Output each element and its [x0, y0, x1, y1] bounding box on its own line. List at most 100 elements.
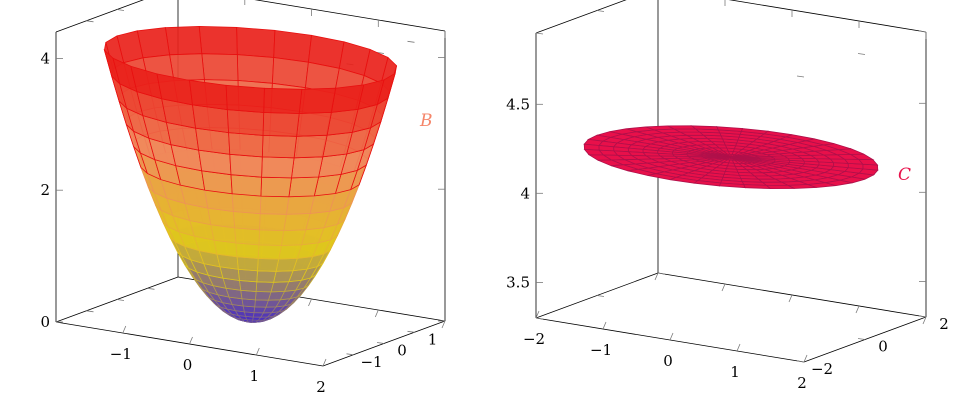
surface-cell — [262, 112, 300, 137]
y-tick-mark — [918, 30, 927, 33]
y-tick-mark — [407, 40, 415, 43]
surface-cell — [291, 156, 324, 179]
surface-cell — [230, 174, 263, 197]
surface-cell — [258, 229, 285, 246]
x-tick-mark — [803, 354, 808, 363]
surface-cell — [226, 109, 265, 136]
y-tick-label: −2 — [811, 360, 833, 378]
surface-cell — [234, 227, 260, 246]
surface-cell — [278, 244, 303, 260]
y-tick-mark — [116, 299, 125, 301]
x-tick-mark — [322, 358, 327, 367]
x-tick-mark — [308, 298, 312, 307]
z-tick-label: 4.5 — [506, 95, 530, 113]
surface-cell — [169, 53, 205, 82]
x-tick-label: 0 — [183, 356, 193, 374]
z-tick-label: 3.5 — [506, 273, 530, 291]
y-tick-mark — [857, 53, 866, 55]
z-tick-label: 2 — [40, 181, 50, 199]
y-tick-label: −1 — [360, 353, 382, 371]
surface-cell — [259, 195, 290, 215]
surface-cell — [225, 84, 265, 113]
x-tick-label: 2 — [316, 378, 326, 396]
surface-cell — [273, 29, 312, 63]
x-tick-mark — [669, 332, 674, 341]
x-tick-mark — [654, 272, 659, 281]
axis-box-edge — [535, 0, 627, 34]
y-tick-label: 1 — [428, 330, 438, 348]
surface-cell — [232, 211, 261, 231]
y-tick-mark — [86, 20, 94, 23]
surface-cell — [231, 193, 262, 215]
surface-cell — [298, 87, 337, 114]
x-tick-label: 1 — [250, 367, 260, 385]
surface-label-b: B — [419, 111, 433, 131]
x-tick-mark — [374, 309, 379, 318]
x-tick-mark — [736, 343, 741, 352]
x-tick-mark — [855, 305, 860, 314]
x-tick-mark — [922, 316, 927, 325]
y-tick-mark — [147, 287, 155, 290]
y-tick-mark — [796, 75, 805, 78]
surface-cell — [236, 256, 259, 272]
surface-cell — [254, 299, 269, 308]
surface-cell — [256, 270, 277, 283]
y-tick-mark — [535, 317, 544, 320]
surface-cell — [257, 244, 282, 260]
surface-cell — [255, 281, 275, 293]
surface-c — [583, 125, 879, 190]
surface-cell — [253, 306, 267, 314]
x-tick-mark — [189, 336, 193, 345]
y-tick-label: 2 — [939, 315, 949, 333]
z-tick-label: 4 — [40, 49, 50, 67]
surface-cell — [236, 26, 276, 58]
surface-label-c: C — [898, 165, 911, 185]
surface-cell — [229, 153, 263, 178]
surface-cell — [239, 280, 258, 292]
y-tick-mark — [376, 342, 385, 344]
x-tick-label: 2 — [797, 374, 807, 392]
z-tick-label: 4 — [520, 184, 530, 202]
x-tick-mark — [122, 325, 127, 334]
y-tick-mark — [407, 330, 415, 333]
surface-cell — [280, 229, 307, 246]
axis-box-edge — [55, 0, 144, 33]
x-tick-mark — [788, 294, 793, 303]
surface-cell — [260, 176, 292, 198]
surface-cell — [201, 53, 239, 81]
x-tick-label: −2 — [523, 330, 545, 348]
y-tick-mark — [657, 272, 666, 275]
surface-cell — [271, 57, 309, 89]
x-tick-label: 1 — [730, 363, 740, 381]
y-tick-mark — [857, 338, 866, 340]
z-tick-label: 0 — [40, 313, 50, 331]
surface-cell — [236, 54, 275, 84]
y-tick-mark — [116, 9, 125, 11]
surface-cell — [288, 176, 320, 198]
surface-cell — [235, 242, 260, 259]
y-tick-mark — [86, 310, 94, 313]
x-tick-mark — [255, 347, 260, 356]
surface-cell — [189, 79, 228, 111]
y-tick-mark — [596, 295, 605, 297]
x-tick-mark — [602, 321, 607, 330]
x-tick-label: −1 — [110, 345, 132, 363]
surface-b — [103, 25, 398, 323]
x-tick-label: 0 — [663, 352, 673, 370]
y-tick-mark — [918, 315, 927, 318]
surface-cell — [283, 213, 311, 232]
x-tick-mark — [721, 283, 726, 292]
surface-cell — [228, 132, 264, 158]
y-tick-mark — [346, 353, 354, 356]
surface-cell — [296, 111, 332, 137]
surface-cell — [257, 258, 280, 272]
surface-cell — [164, 25, 203, 56]
y-tick-mark — [535, 32, 544, 35]
surface-cell — [254, 291, 272, 301]
x-tick-mark — [535, 310, 540, 319]
surface-cell — [261, 156, 295, 179]
surface-cell — [237, 268, 258, 283]
surface-cell — [285, 195, 315, 215]
surface-cell — [840, 176, 866, 184]
